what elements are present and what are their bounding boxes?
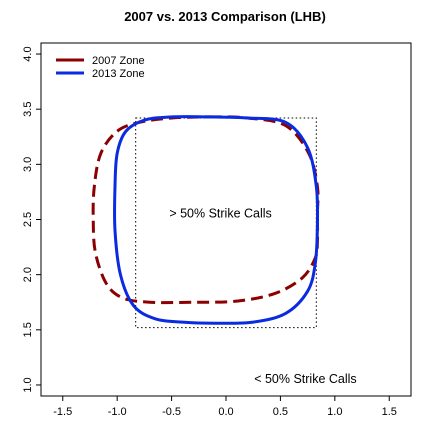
y-tick-label: 1.5 xyxy=(22,322,34,337)
y-tick-label: 3.0 xyxy=(22,157,34,172)
series-line-2013-zone xyxy=(113,115,320,325)
y-axis: 1.0 1.5 2.0 2.5 3.0 3.5 4.0 xyxy=(22,46,41,393)
legend-label: 2007 Zone xyxy=(92,55,145,67)
chart-title: 2007 vs. 2013 Comparison (LHB) xyxy=(124,9,326,24)
annotation: < 50% Strike Calls xyxy=(254,372,356,386)
x-tick-label: -0.5 xyxy=(162,406,181,418)
x-tick-label: 0.5 xyxy=(273,406,288,418)
x-tick-label: 1.0 xyxy=(327,406,342,418)
y-tick-label: 2.5 xyxy=(22,212,34,227)
y-tick-label: 2.0 xyxy=(22,267,34,282)
annotation: > 50% Strike Calls xyxy=(169,206,271,220)
annotations: > 50% Strike Calls < 50% Strike Calls xyxy=(169,206,356,385)
reference-strike-box xyxy=(135,117,317,329)
y-tick-label: 1.0 xyxy=(22,377,34,392)
legend-label: 2013 Zone xyxy=(92,68,145,80)
plot-area xyxy=(91,115,320,329)
y-tick-label: 4.0 xyxy=(22,46,34,61)
x-tick-label: 1.5 xyxy=(382,406,397,418)
x-tick-label: -1.0 xyxy=(108,406,127,418)
y-tick-label: 3.5 xyxy=(22,102,34,117)
x-tick-label: -1.5 xyxy=(53,406,72,418)
x-axis: -1.5 -1.0 -0.5 0.0 0.5 1.0 1.5 xyxy=(53,396,397,418)
x-tick-label: 0.0 xyxy=(218,406,233,418)
